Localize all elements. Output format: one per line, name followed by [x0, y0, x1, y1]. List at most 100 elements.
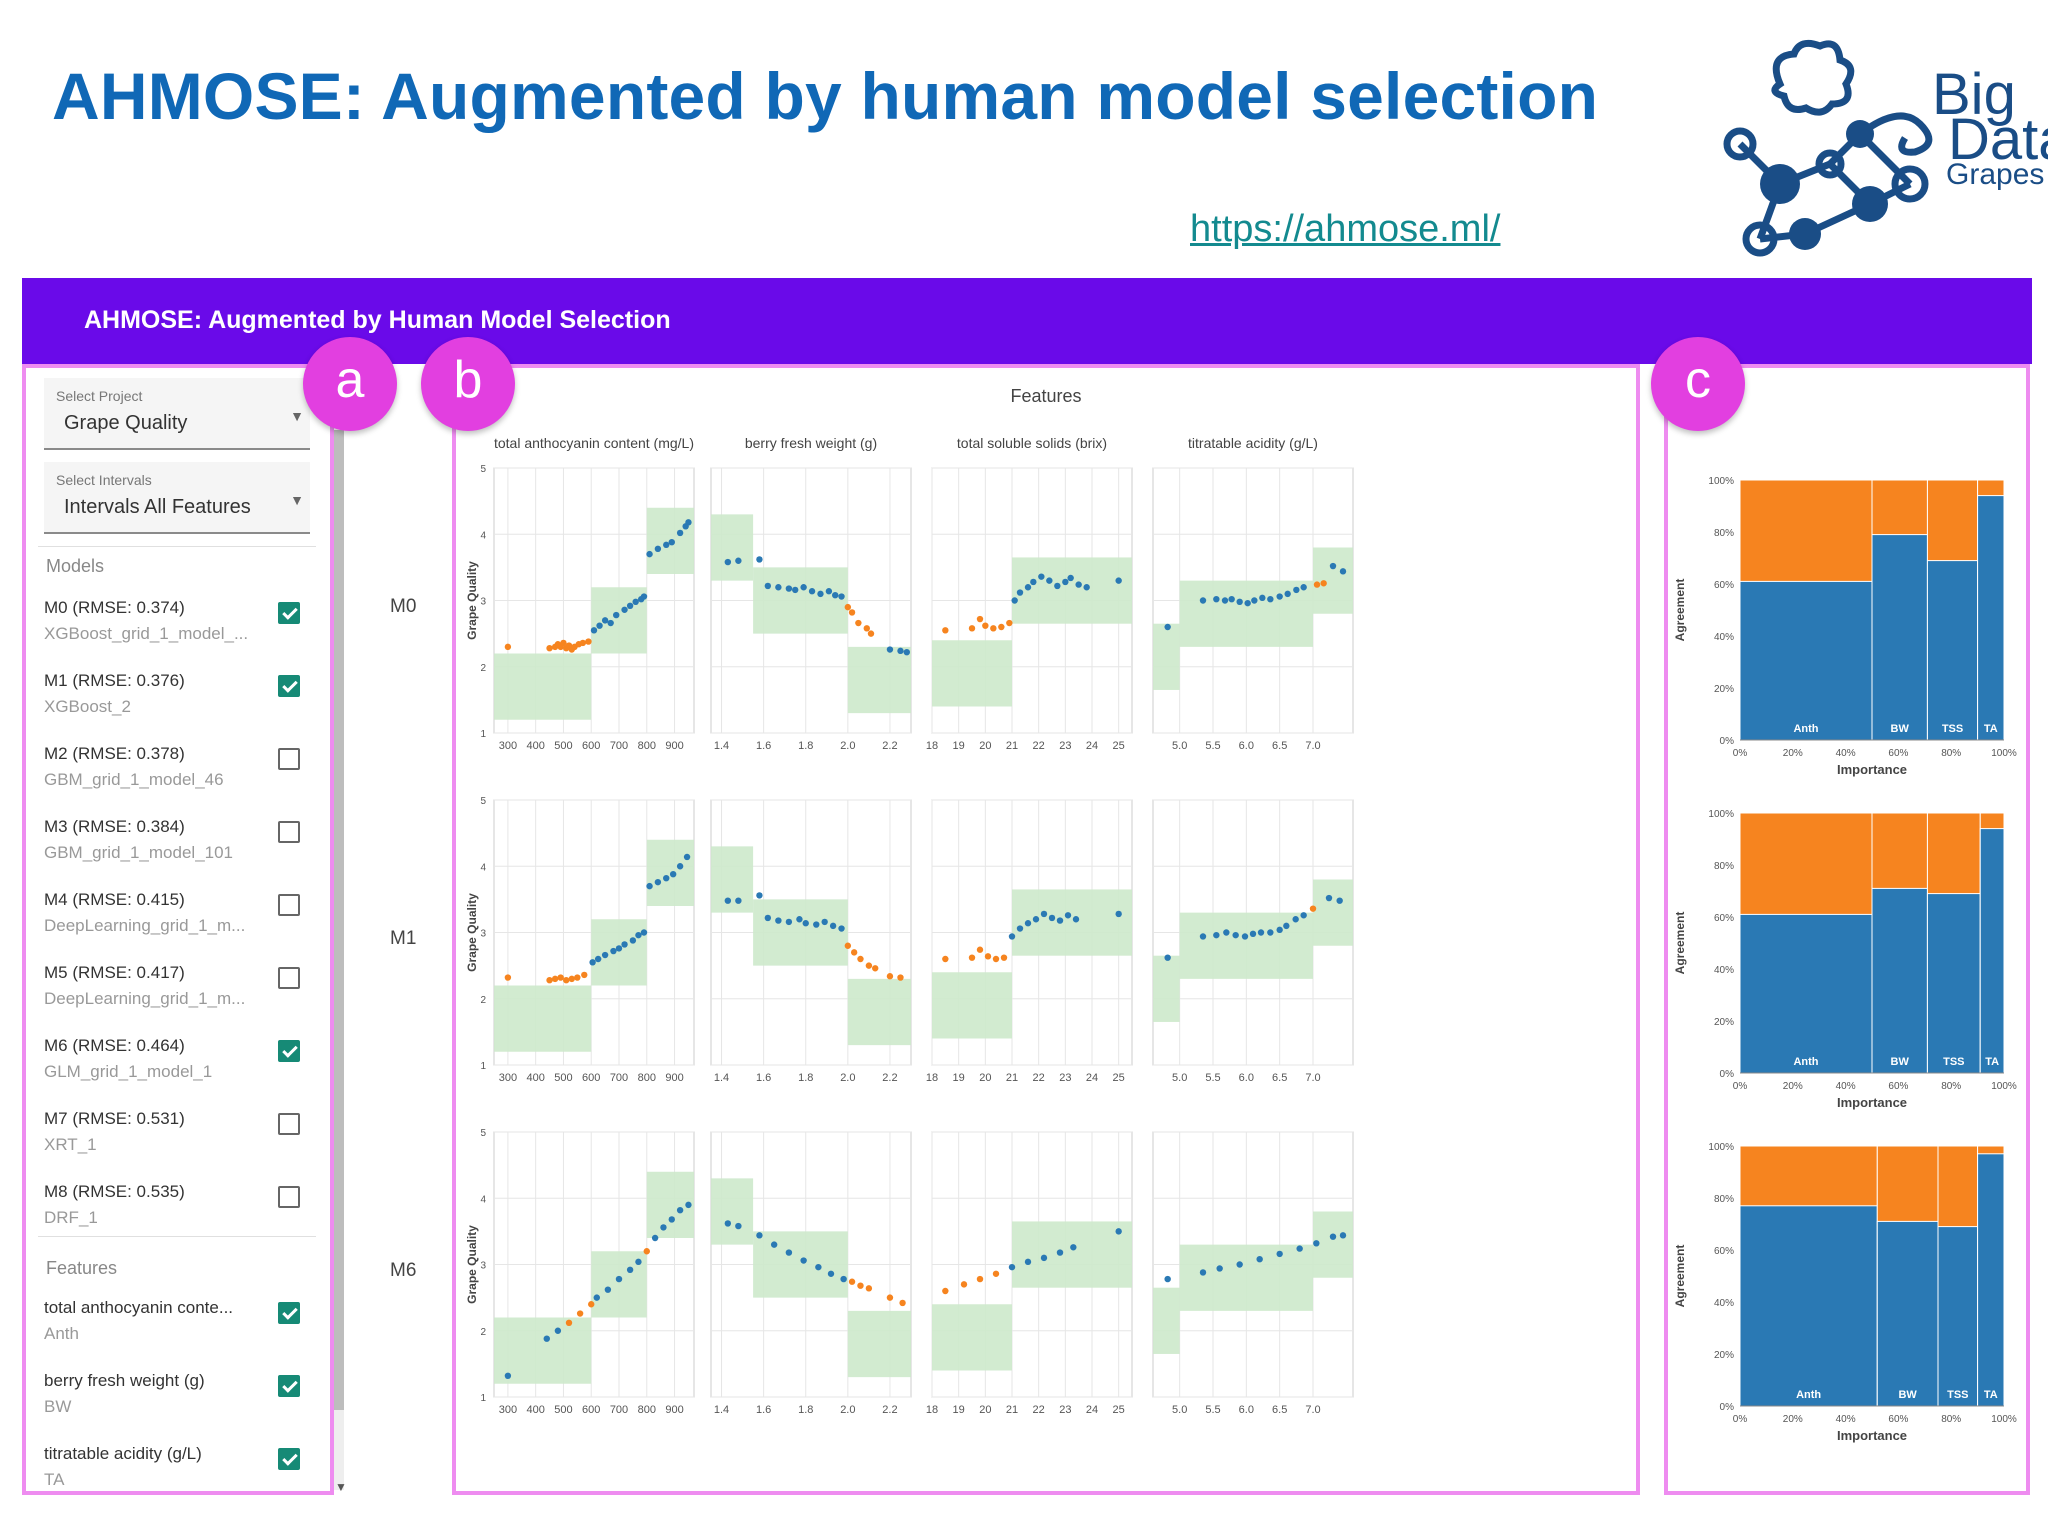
x-tick-label: 300: [499, 1404, 517, 1416]
chevron-down-icon: ▼: [290, 492, 304, 508]
x-tick-label: 60%: [1888, 748, 1908, 759]
x-tick-label: 20%: [1783, 1081, 1803, 1092]
data-point: [998, 623, 1005, 631]
interval-box: [1313, 1211, 1353, 1278]
data-point: [1236, 1261, 1243, 1268]
data-point: [756, 892, 763, 899]
feature-checkbox[interactable]: [278, 1375, 300, 1397]
data-point: [1000, 954, 1008, 961]
interval-box: [1179, 580, 1313, 647]
data-point: [594, 955, 602, 963]
panel-a-sidebar: Select Project Grape Quality ▼ Select In…: [22, 364, 334, 1495]
ahmose-url-link[interactable]: https://ahmose.ml/: [1190, 208, 1501, 250]
x-tick-label: 19: [953, 1072, 965, 1084]
x-tick-label: 24: [1086, 1404, 1098, 1416]
x-tick-label: 5.0: [1172, 1072, 1187, 1084]
data-point: [838, 925, 845, 932]
interval-box: [753, 1231, 848, 1298]
models-header: Models: [46, 556, 105, 576]
y-axis-label: Grape Quality: [465, 1225, 479, 1304]
feature-item-anth[interactable]: total anthocyanin conte... Anth: [26, 1298, 316, 1370]
feature-item-ta[interactable]: titratable acidity (g/L) TA: [26, 1444, 316, 1491]
x-tick-label: 18: [926, 1072, 938, 1084]
y-axis-label: Grape Quality: [465, 561, 479, 640]
intervals-select[interactable]: Select Intervals Intervals All Features …: [44, 462, 310, 534]
data-point: [1296, 1245, 1303, 1252]
data-point: [872, 965, 879, 972]
interval-box: [591, 587, 647, 654]
model-item-m7[interactable]: M7 (RMSE: 0.531) XRT_1: [26, 1109, 316, 1181]
data-point: [646, 882, 653, 890]
model-checkbox[interactable]: [278, 967, 300, 989]
model-item-m4[interactable]: M4 (RMSE: 0.415) DeepLearning_grid_1_m...: [26, 890, 316, 962]
model-item-m2[interactable]: M2 (RMSE: 0.378) GBM_grid_1_model_46: [26, 744, 316, 816]
data-point: [808, 588, 816, 595]
data-point: [1164, 1275, 1171, 1283]
interval-box: [494, 1317, 592, 1384]
model-item-m0[interactable]: M0 (RMSE: 0.374) XGBoost_grid_1_model_...: [26, 598, 316, 670]
data-point: [601, 617, 609, 624]
y-tick-label: 2: [480, 995, 486, 1006]
data-point: [640, 929, 648, 936]
model-item-m3[interactable]: M3 (RMSE: 0.384) GBM_grid_1_model_101: [26, 817, 316, 889]
data-point: [676, 529, 684, 537]
x-tick-label: 25: [1113, 1072, 1125, 1084]
model-item-m1[interactable]: M1 (RMSE: 0.376) XGBoost_2: [26, 671, 316, 743]
data-point: [551, 975, 559, 983]
model-checkbox[interactable]: [278, 1040, 300, 1062]
x-tick-label: 80%: [1941, 748, 1961, 759]
x-tick-label: 900: [665, 740, 683, 752]
model-checkbox[interactable]: [278, 675, 300, 697]
x-tick-label: 5.0: [1172, 740, 1187, 752]
model-item-m5[interactable]: M5 (RMSE: 0.417) DeepLearning_grid_1_m...: [26, 963, 316, 1035]
x-axis-label: Importance: [1837, 1095, 1907, 1110]
data-point: [1024, 1258, 1032, 1266]
data-point: [1313, 581, 1321, 588]
model-checkbox[interactable]: [278, 1186, 300, 1208]
feature-item-bw[interactable]: berry fresh weight (g) BW: [26, 1371, 316, 1443]
x-tick-label: 22: [1033, 1072, 1045, 1084]
feature-checkbox[interactable]: [278, 1302, 300, 1324]
model-checkbox[interactable]: [278, 894, 300, 916]
data-point: [1241, 933, 1249, 940]
feature-abbr: TA: [44, 1470, 65, 1489]
agreement-bar: [1739, 913, 1873, 1074]
model-checkbox[interactable]: [278, 602, 300, 624]
row-label-m6: M6: [390, 1260, 417, 1281]
data-point: [735, 897, 742, 904]
data-point: [668, 1216, 675, 1223]
data-point: [756, 1232, 763, 1239]
model-id: GBM_grid_1_model_46: [44, 770, 224, 789]
data-point: [832, 592, 839, 599]
x-tick-label: 22: [1033, 740, 1045, 752]
y-tick-label: 40%: [1714, 632, 1734, 643]
model-item-m6[interactable]: M6 (RMSE: 0.464) GLM_grid_1_model_1: [26, 1036, 316, 1108]
x-tick-label: 0%: [1733, 1414, 1748, 1425]
feature-checkbox[interactable]: [278, 1448, 300, 1470]
data-point: [897, 647, 904, 655]
x-tick-label: 60%: [1888, 1414, 1908, 1425]
divider: [38, 1236, 316, 1237]
model-checkbox[interactable]: [278, 1113, 300, 1135]
model-checkbox[interactable]: [278, 748, 300, 770]
x-tick-label: 1.4: [714, 740, 729, 752]
x-tick-label: 60%: [1888, 1081, 1908, 1092]
model-item-m8[interactable]: M8 (RMSE: 0.535) DRF_1: [26, 1182, 316, 1254]
scroll-down-arrow-icon[interactable]: ▼: [335, 1480, 347, 1494]
data-point: [574, 974, 581, 981]
data-point: [984, 953, 992, 960]
model-checkbox[interactable]: [278, 821, 300, 843]
model-id: DeepLearning_grid_1_m...: [44, 916, 246, 935]
sidebar-scrollbar-thumb[interactable]: [334, 430, 344, 1410]
x-tick-label: 19: [953, 1404, 965, 1416]
data-point: [1040, 1254, 1048, 1262]
project-select[interactable]: Select Project Grape Quality ▼: [44, 378, 310, 450]
interval-box: [1179, 912, 1313, 979]
data-point: [1329, 562, 1337, 570]
intervals-select-label: Select Intervals: [56, 472, 152, 488]
y-tick-label: 20%: [1714, 1350, 1734, 1361]
data-point: [621, 606, 628, 613]
data-point: [802, 920, 809, 927]
data-point: [855, 619, 862, 627]
category-label: TA: [1985, 1056, 1999, 1068]
